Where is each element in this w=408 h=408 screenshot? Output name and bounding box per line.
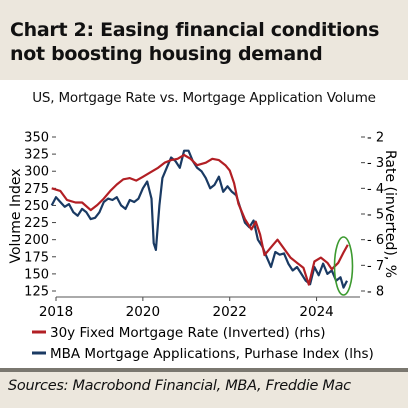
left-tick-label: 125 [24,285,49,300]
right-tick-label: - 6 [367,233,384,248]
legend: 30y Fixed Mortgage Rate (Inverted) (rhs)… [32,325,374,362]
highlight-ellipse [333,236,354,296]
right-axis-ticks: - 2 - 3 - 4 - 5 - 6 - 7 - 8 [361,131,384,300]
left-tick-label: 250 [24,199,49,214]
x-tick-label: 2018 [39,304,73,320]
right-tick-label: - 3 [367,156,384,171]
legend-label-rate: 30y Fixed Mortgage Rate (Inverted) (rhs) [50,325,326,341]
left-tick-label: 225 [24,216,49,231]
x-tick-label: 2020 [126,304,160,320]
y-axis-right-label: Rate (inverted), % [382,150,398,278]
right-tick-label: - 5 [367,208,384,223]
chart-svg: Volume Index Rate (inverted), % 125 150 17… [8,131,398,363]
left-tick-label: 200 [24,233,49,248]
x-tick-label: 2024 [299,304,333,320]
right-tick-label: - 7 [367,259,384,274]
right-tick-label: - 8 [367,285,384,300]
left-tick-label: 300 [24,165,49,180]
right-tick-label: - 4 [367,182,384,197]
source-note: Sources: Macrobond Financial, MBA, Fredd… [8,378,351,394]
left-tick-label: 325 [24,148,49,163]
series-rate-line [51,153,349,286]
left-tick-label: 175 [24,250,49,265]
legend-label-applications: MBA Mortgage Applications, Purhase Index… [50,346,374,362]
footer-rule [0,368,408,372]
left-tick-label: 350 [24,131,49,146]
right-tick-label: - 2 [367,131,384,146]
series-applications-line [50,149,348,289]
left-tick-label: 150 [24,267,49,282]
x-axis-ticks: 2018 2020 2022 2024 [39,297,334,320]
chart-title: US, Mortgage Rate vs. Mortgage Applicati… [32,90,376,106]
left-axis-ticks: 125 150 175 200 225 250 275 300 325 350 [24,131,56,300]
headline: Chart 2: Easing financial conditions not… [10,19,380,65]
left-tick-label: 275 [24,182,49,197]
x-tick-label: 2022 [213,304,247,320]
y-axis-left-label: Volume Index [8,168,24,263]
chart-panel: US, Mortgage Rate vs. Mortgage Applicati… [0,80,408,368]
